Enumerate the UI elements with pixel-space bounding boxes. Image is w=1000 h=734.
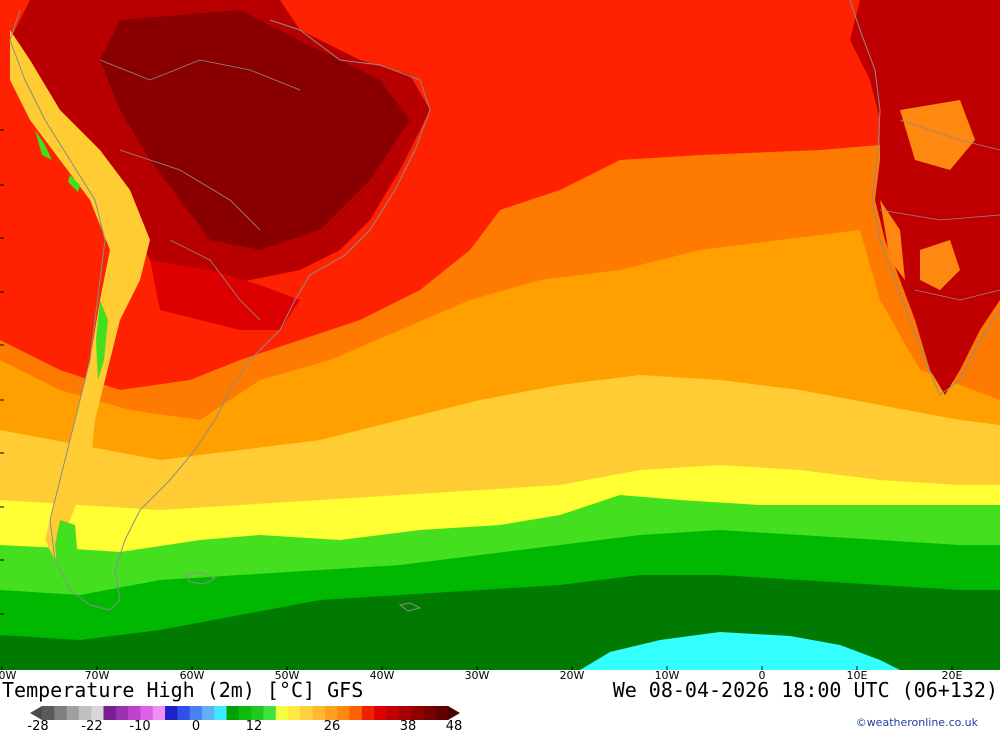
band-cyan: [580, 632, 900, 670]
colorbar: [30, 706, 460, 720]
colorbar-tick: 26: [323, 719, 341, 734]
andes-cool-strip: [10, 30, 150, 560]
lon-label-10w: 10W: [654, 669, 680, 682]
africa-warm-patches: [880, 100, 975, 290]
colorbar-swatch: [374, 706, 387, 720]
colorbar-left-arrow: [30, 706, 42, 720]
lon-label-0: 0: [758, 669, 766, 682]
valid-time: We 08-04-2026 18:00 UTC (06+132): [612, 678, 998, 702]
map-title: Temperature High (2m) [°C] GFS: [2, 678, 364, 702]
colorbar-swatch: [411, 706, 424, 720]
colorbar-swatch: [78, 706, 92, 720]
colorbar-swatch: [54, 706, 68, 720]
colorbar-tick: -10: [129, 719, 151, 734]
lon-label-40w: 40W: [369, 669, 395, 682]
colorbar-swatch: [140, 706, 154, 720]
colorbar-tick: 48: [445, 719, 463, 734]
credit-link[interactable]: ©weatheronline.co.uk: [855, 716, 978, 729]
colorbar-tick: 12: [245, 719, 263, 734]
colorbar-swatch: [165, 706, 178, 720]
colorbar-swatch: [91, 706, 105, 720]
colorbar-swatch: [361, 706, 375, 720]
colorbar-swatch: [152, 706, 166, 720]
colorbar-swatch: [115, 706, 129, 720]
south-america-southern-warm: [150, 260, 300, 330]
colorbar-swatch: [201, 706, 215, 720]
longitude-ticks: [1, 666, 953, 670]
colorbar-tick: 0: [191, 719, 201, 734]
colorbar-swatch: [275, 706, 289, 720]
colorbar-swatch: [263, 706, 277, 720]
africa-hot-region: [850, 0, 1000, 395]
latitude-ticks: [0, 129, 4, 615]
colorbar-swatch: [42, 706, 55, 720]
colorbar-swatch: [238, 706, 252, 720]
lon-label-50w: 50W: [274, 669, 300, 682]
colorbar-right-arrow: [448, 706, 460, 720]
colorbar-swatch: [214, 706, 228, 720]
colorbar-swatch: [386, 706, 400, 720]
colorbar-swatch: [398, 706, 412, 720]
colorbar-swatch: [423, 706, 437, 720]
colorbar-swatch: [103, 706, 117, 720]
colorbar-swatch: [189, 706, 203, 720]
colorbar-swatch: [300, 706, 314, 720]
south-america-hottest-region: [100, 10, 410, 250]
colorbar-swatch: [66, 706, 80, 720]
lon-label-20w: 20W: [559, 669, 585, 682]
colorbar-tick: 38: [399, 719, 417, 734]
colorbar-swatch: [177, 706, 191, 720]
colorbar-swatch: [226, 706, 240, 720]
temperature-map: [0, 0, 1000, 670]
colorbar-swatch: [349, 706, 363, 720]
colorbar-tick: -28: [27, 719, 49, 734]
coastlines: [9, 0, 1000, 612]
lon-label-30w: 30W: [464, 669, 490, 682]
colorbar-tick-labels: -28 -22 -10 0 12 26 38 48: [0, 720, 480, 733]
colorbar-swatch: [337, 706, 351, 720]
colorbar-swatch: [288, 706, 301, 720]
lon-label-20e: 20E: [941, 669, 963, 682]
lon-label-10e: 10E: [846, 669, 868, 682]
colorbar-swatch: [128, 706, 141, 720]
colorbar-swatch: [251, 706, 264, 720]
colorbar-tick: -22: [81, 719, 103, 734]
lon-label-60w: 60W: [179, 669, 205, 682]
colorbar-swatch: [435, 706, 449, 720]
colorbar-swatch: [324, 706, 338, 720]
colorbar-swatch: [312, 706, 326, 720]
country-borders: [99, 59, 1000, 321]
lon-label-80w: 80W: [0, 669, 17, 682]
map-canvas: [0, 0, 1000, 670]
lon-label-70w: 70W: [84, 669, 110, 682]
